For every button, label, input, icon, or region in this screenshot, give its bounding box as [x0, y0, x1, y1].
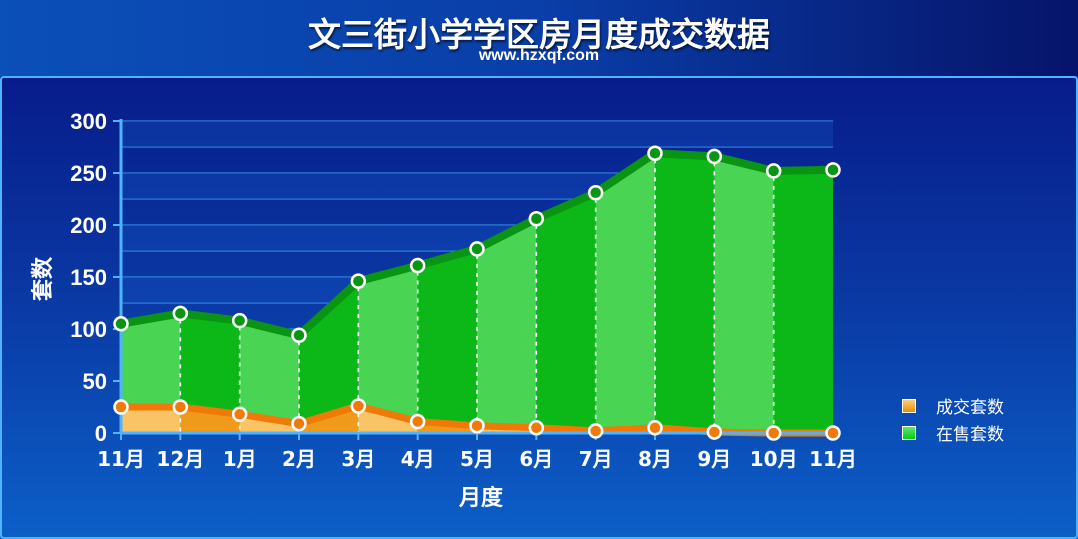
onsale-point: [172, 305, 189, 322]
x-tick-label: 2月: [282, 447, 316, 471]
legend-swatch-sold: [902, 398, 916, 413]
sold-point: [528, 420, 545, 436]
sold-point: [765, 425, 782, 441]
onsale-point: [113, 316, 129, 332]
sold-point: [706, 424, 723, 440]
sold-point: [647, 420, 663, 436]
y-tick-label: 200: [70, 213, 107, 238]
onsale-point: [706, 148, 723, 165]
onsale-area-segment: [477, 218, 537, 433]
x-tick-label: 3月: [341, 447, 375, 471]
onsale-point: [587, 185, 604, 201]
onsale-point: [765, 163, 782, 179]
onsale-point: [528, 211, 545, 227]
y-tick-label: 300: [70, 109, 107, 134]
onsale-point: [291, 327, 307, 343]
sold-point: [291, 415, 307, 432]
onsale-area-segment: [239, 320, 299, 433]
onsale-point: [825, 162, 841, 178]
sold-point: [409, 413, 426, 430]
onsale-area-segment: [595, 153, 655, 434]
y-tick-label: 0: [95, 421, 107, 446]
x-axis-title: 月度: [458, 485, 504, 511]
sold-point: [587, 423, 604, 439]
x-tick-label: 7月: [579, 447, 613, 471]
sold-point: [825, 425, 841, 441]
legend-label-sold: 成交套数: [936, 398, 1004, 418]
legend-item-sold: 成交套数: [902, 392, 1004, 419]
sold-point: [350, 398, 367, 414]
sold-area-segment: [121, 407, 181, 433]
onsale-area-segment: [536, 192, 596, 433]
x-tick-label: 6月: [519, 447, 553, 471]
chart-title: 文三街小学学区房月度成交数据: [308, 15, 770, 54]
onsale-point: [647, 145, 663, 161]
sold-point: [469, 417, 485, 434]
x-tick-label: 1月: [223, 447, 257, 471]
sold-point: [172, 399, 189, 415]
legend: 成交套数 在售套数: [902, 392, 1004, 446]
onsale-point: [409, 257, 426, 274]
y-axis-title: 套数: [30, 256, 56, 301]
legend-swatch-onsale: [902, 425, 916, 440]
onsale-area-segment: [358, 265, 418, 433]
grid-band: [121, 121, 833, 147]
onsale-point: [350, 273, 367, 289]
x-tick-label: 10月: [750, 447, 798, 471]
sold-point: [231, 406, 248, 423]
legend-label-onsale: 在售套数: [936, 425, 1004, 445]
sold-point: [113, 399, 129, 415]
header-bar: 文三街小学学区房月度成交数据 www.hzxqf.com: [0, 0, 1078, 76]
x-tick-label: 12月: [156, 447, 204, 471]
x-tick-label: 9月: [697, 447, 731, 471]
y-tick-label: 50: [83, 369, 107, 394]
chart-subtitle: www.hzxqf.com: [478, 47, 600, 64]
onsale-area-segment: [121, 313, 181, 433]
onsale-point: [231, 312, 248, 329]
x-tick-label: 5月: [460, 447, 494, 471]
y-tick-label: 250: [70, 161, 107, 186]
x-tick-label: 8月: [638, 447, 672, 471]
onsale-area-segment: [180, 313, 240, 433]
onsale-area-segment: [714, 156, 774, 434]
y-tick-label: 100: [70, 317, 107, 342]
onsale-area-segment: [655, 153, 715, 434]
x-tick-label: 11月: [809, 447, 857, 471]
x-tick-label: 4月: [401, 447, 435, 471]
x-tick-label: 11月: [97, 447, 145, 471]
onsale-point: [469, 241, 485, 257]
onsale-area-segment: [773, 169, 833, 433]
legend-item-onsale: 在售套数: [902, 419, 1004, 446]
onsale-area-segment: [417, 248, 477, 433]
y-tick-label: 150: [70, 265, 107, 290]
onsale-area-segment: [299, 281, 359, 433]
